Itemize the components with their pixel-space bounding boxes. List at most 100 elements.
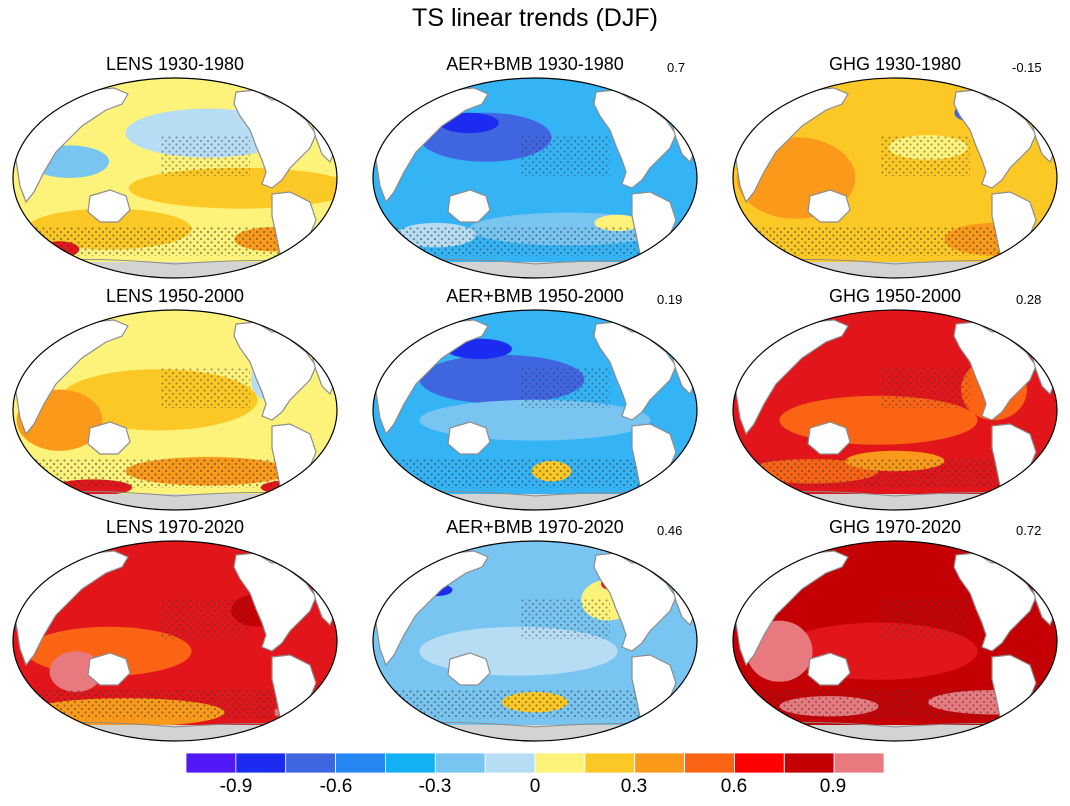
figure-title: TS linear trends (DJF) — [412, 4, 658, 32]
stipple-region — [520, 368, 610, 408]
stipple-region — [520, 136, 610, 176]
world-map — [12, 540, 338, 742]
stipple-region — [750, 226, 1040, 256]
colorbar-swatch — [734, 753, 785, 773]
land-south-america — [631, 191, 677, 269]
panel-lens-1950: LENS 1950-2000 — [10, 286, 340, 512]
panel-aerbmb-1930: AER+BMB 1930-1980 0.7 — [370, 54, 700, 280]
panel-lens-1970: LENS 1970-2020 — [10, 517, 340, 743]
land-antarctica — [13, 262, 337, 278]
land-antarctica — [13, 494, 337, 510]
stipple-region — [880, 136, 970, 176]
panel-ghg-1970: GHG 1970-2020 0.72 — [730, 517, 1060, 743]
colorbar-tick-label: -0.3 — [418, 776, 452, 797]
land-australia — [87, 652, 131, 686]
panel-title: LENS 1950-2000 — [105, 286, 245, 306]
land-antarctica — [373, 262, 697, 278]
colorbar-tick-label: 0 — [529, 776, 541, 797]
map-border — [372, 309, 698, 511]
land-australia — [807, 652, 851, 686]
panel-title: AER+BMB 1950-2000 — [446, 286, 624, 306]
correlation-value: -0.15 — [1012, 60, 1042, 75]
world-map — [12, 77, 338, 279]
panel-title: LENS 1970-2020 — [105, 517, 245, 537]
colorbar — [186, 753, 884, 773]
colorbar-swatch — [235, 753, 287, 773]
stipple-region — [520, 599, 610, 639]
map-border — [372, 77, 698, 279]
map-border — [732, 77, 1058, 279]
world-map — [732, 540, 1058, 742]
colorbar-swatch — [385, 753, 436, 773]
colorbar-swatch — [634, 753, 685, 773]
land-australia — [807, 189, 851, 223]
colorbar-tick-label: 0.9 — [819, 776, 847, 797]
correlation-value: 0.72 — [1016, 523, 1042, 538]
colorbar-tick-label: -0.9 — [219, 776, 253, 797]
stipple-region — [390, 689, 680, 719]
stipple-region — [880, 599, 970, 639]
correlation-value: 0.19 — [657, 292, 683, 307]
land-antarctica — [733, 262, 1057, 278]
stipple-region — [30, 689, 320, 719]
land-south-america — [271, 654, 317, 732]
world-map — [732, 77, 1058, 279]
land-antarctica — [13, 725, 337, 741]
land-south-america — [991, 191, 1037, 269]
panel-ghg-1950: GHG 1950-2000 0.28 — [730, 286, 1060, 512]
stipple-region — [160, 368, 250, 408]
world-map — [12, 309, 338, 511]
panel-title: AER+BMB 1970-2020 — [446, 517, 624, 537]
panel-lens-1930: LENS 1930-1980 — [10, 54, 340, 280]
land-australia — [87, 421, 131, 455]
land-south-america — [631, 423, 677, 501]
land-south-america — [271, 191, 317, 269]
map-border — [732, 540, 1058, 742]
stipple-region — [880, 368, 970, 408]
land-australia — [447, 652, 491, 686]
colorbar-swatch — [833, 753, 884, 773]
colorbar-swatch — [434, 753, 486, 773]
map-border — [12, 309, 338, 511]
world-map — [372, 309, 698, 511]
colorbar-swatch — [584, 753, 636, 773]
world-map — [372, 77, 698, 279]
land-south-america — [271, 423, 317, 501]
colorbar-swatch — [484, 753, 536, 773]
stipple-region — [750, 458, 1040, 488]
stipple-region — [160, 599, 250, 639]
land-antarctica — [373, 494, 697, 510]
land-south-america — [631, 654, 677, 732]
map-border — [732, 309, 1058, 511]
panel-title: GHG 1930-1980 — [828, 54, 962, 74]
colorbar-swatch — [186, 753, 237, 773]
panel-title: AER+BMB 1930-1980 — [446, 54, 624, 74]
stipple-region — [750, 689, 1040, 719]
land-antarctica — [733, 494, 1057, 510]
land-australia — [447, 421, 491, 455]
stipple-region — [390, 226, 680, 256]
panel-title: GHG 1970-2020 — [828, 517, 962, 537]
correlation-value: 0.28 — [1016, 292, 1042, 307]
stipple-region — [30, 458, 320, 488]
land-south-america — [991, 423, 1037, 501]
map-border — [12, 77, 338, 279]
panel-aerbmb-1970: AER+BMB 1970-2020 0.46 — [370, 517, 700, 743]
land-antarctica — [733, 725, 1057, 741]
world-map — [372, 540, 698, 742]
stipple-region — [30, 226, 320, 256]
colorbar-swatch — [285, 753, 336, 773]
land-australia — [807, 421, 851, 455]
land-south-america — [991, 654, 1037, 732]
map-border — [12, 540, 338, 742]
map-border — [372, 540, 698, 742]
panel-ghg-1930: GHG 1930-1980 -0.15 — [730, 54, 1060, 280]
colorbar-tick-label: 0.3 — [620, 776, 648, 797]
stipple-region — [390, 458, 680, 488]
colorbar-tick-label: -0.6 — [319, 776, 353, 797]
land-antarctica — [373, 725, 697, 741]
panel-aerbmb-1950: AER+BMB 1950-2000 0.19 — [370, 286, 700, 512]
colorbar-tick-label: 0.6 — [720, 776, 748, 797]
colorbar-swatch — [684, 753, 735, 773]
world-map — [732, 309, 1058, 511]
